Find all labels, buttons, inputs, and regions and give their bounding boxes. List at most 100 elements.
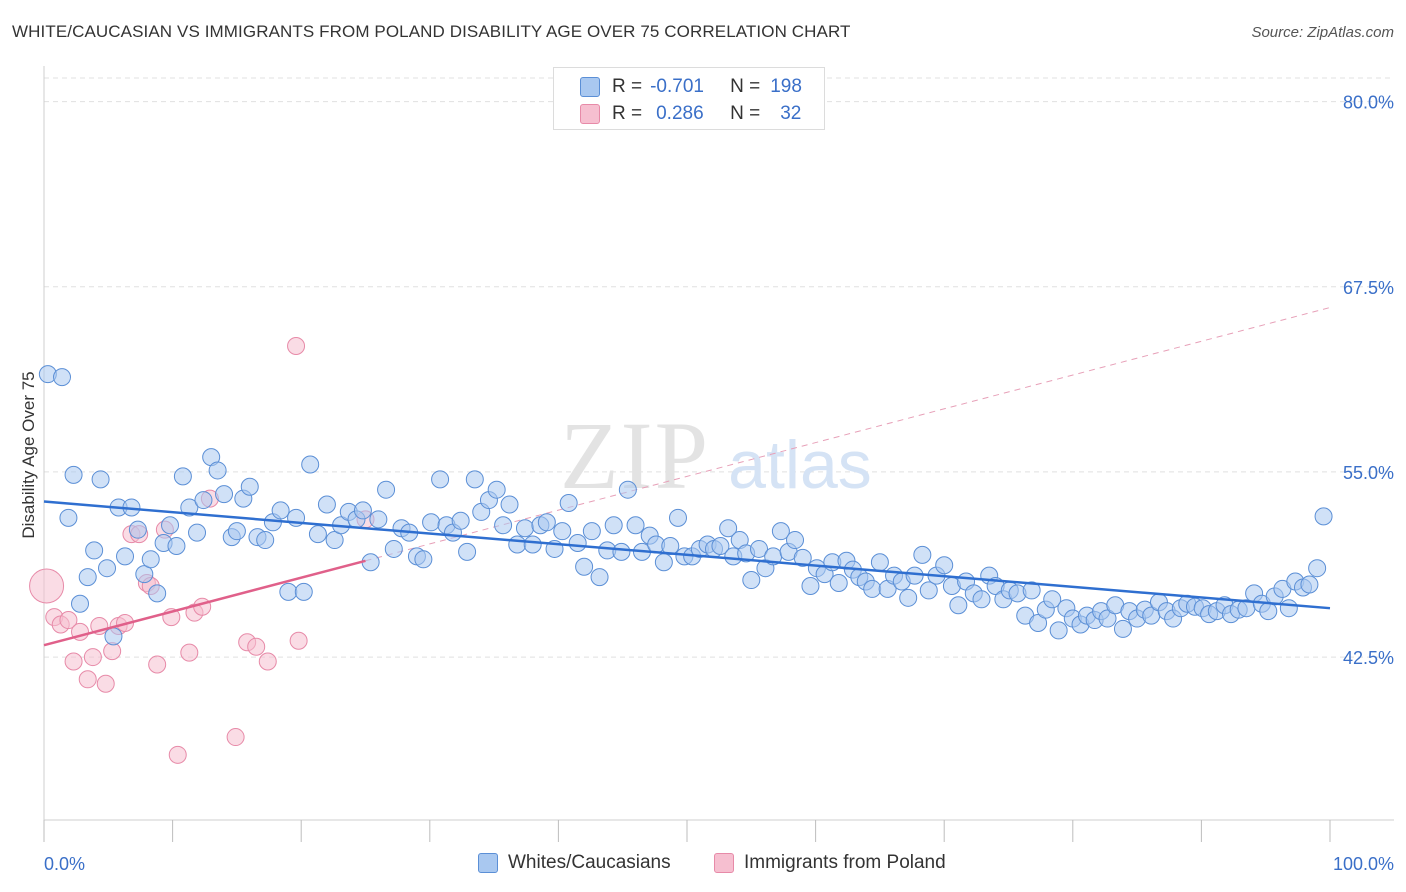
blue-swatch (580, 77, 600, 97)
stats-row-poland: R = 0.286 N = 32 (580, 101, 801, 127)
y-axis-label: Disability Age Over 75 (19, 371, 38, 538)
pink-point (59, 611, 78, 630)
series-legend: Whites/Caucasians Immigrants from Poland (0, 852, 1406, 878)
blue-point (537, 513, 556, 532)
gridlines (44, 77, 1394, 658)
pink-point (148, 655, 167, 674)
pink-points (29, 337, 375, 764)
blue-point (71, 594, 90, 613)
y-tick-label: 67.5% (1343, 278, 1394, 298)
blue-point (575, 557, 594, 576)
blue-point (863, 579, 882, 598)
blue-point (771, 522, 790, 541)
pink-swatch (714, 853, 734, 873)
blue-point (801, 576, 820, 595)
blue-point (148, 584, 167, 603)
blue-point (78, 568, 97, 587)
pink-point (83, 648, 102, 667)
pink-swatch (580, 104, 600, 124)
blue-point (1113, 619, 1132, 638)
r-label: R = (612, 76, 643, 97)
blue-point (568, 534, 587, 553)
pink-trend-line (43, 559, 366, 647)
blue-point (553, 522, 572, 541)
pink-trend-dashed (365, 307, 1331, 562)
n-label: N = (730, 103, 761, 124)
pink-point (247, 637, 266, 656)
blue-point (559, 494, 578, 513)
blue-point (369, 510, 388, 529)
blue-point (508, 535, 527, 554)
blue-point (1314, 507, 1333, 526)
blue-point (711, 536, 730, 555)
blue-point (1279, 599, 1298, 618)
blue-point (414, 550, 433, 569)
blue-point (668, 508, 687, 527)
blue-point (905, 566, 924, 585)
n-value: 32 (780, 103, 802, 124)
blue-point (104, 627, 123, 646)
y-tick-label: 55.0% (1343, 463, 1394, 483)
pink-point (226, 728, 245, 747)
blue-point (604, 516, 623, 535)
blue-point (208, 461, 227, 480)
blue-point (53, 368, 72, 387)
r-value: -0.701 (650, 76, 704, 97)
blue-point (431, 470, 450, 489)
blue-point (458, 542, 477, 561)
blue-point (353, 501, 372, 520)
legend-item-poland[interactable]: Immigrants from Poland (714, 852, 946, 874)
blue-point (256, 531, 275, 550)
blue-point (279, 582, 298, 601)
blue-point (141, 550, 160, 569)
blue-point (515, 519, 534, 538)
blue-point (135, 565, 154, 584)
blue-point (626, 516, 645, 535)
blue-point (654, 553, 673, 572)
blue-point (618, 480, 637, 499)
blue-point (1029, 614, 1048, 633)
blue-point (1022, 581, 1041, 600)
blue-point (719, 519, 738, 538)
pink-point (96, 674, 115, 693)
blue-point (308, 525, 327, 544)
legend-label: Immigrants from Poland (744, 852, 946, 873)
pink-point (193, 597, 212, 616)
blue-point (294, 582, 313, 601)
y-tick-label: 42.5% (1343, 648, 1394, 668)
pink-point (258, 652, 277, 671)
blue-point (523, 535, 542, 554)
blue-point (271, 501, 290, 520)
blue-point (422, 513, 441, 532)
chart-title: WHITE/CAUCASIAN VS IMMIGRANTS FROM POLAN… (12, 22, 851, 41)
stats-row-white: R = -0.701 N = 198 (580, 74, 802, 100)
legend-label: Whites/Caucasians (508, 852, 671, 873)
blue-point (59, 508, 78, 527)
pink-point (168, 745, 187, 764)
blue-point (590, 568, 609, 587)
blue-point (899, 588, 918, 607)
y-tick-label: 80.0% (1343, 93, 1394, 113)
blue-point (188, 523, 207, 542)
blue-point (949, 596, 968, 615)
blue-point (829, 574, 848, 593)
blue-point (194, 491, 213, 510)
pink-trend-extension (365, 307, 1331, 562)
blue-point (161, 516, 180, 535)
blue-point (301, 455, 320, 474)
n-value: 198 (770, 76, 802, 97)
blue-point (465, 470, 484, 489)
trend-lines (43, 500, 1331, 647)
blue-point (64, 465, 83, 484)
blue-point (750, 539, 769, 558)
blue-point (500, 495, 519, 514)
watermark: ZIP atlas (560, 402, 872, 509)
blue-point (384, 539, 403, 558)
blue-point (612, 542, 631, 561)
legend-item-whites[interactable]: Whites/Caucasians (478, 852, 671, 874)
pink-point (287, 337, 306, 356)
blue-point (1098, 609, 1117, 628)
blue-point (91, 470, 110, 489)
pink-point (180, 643, 199, 662)
